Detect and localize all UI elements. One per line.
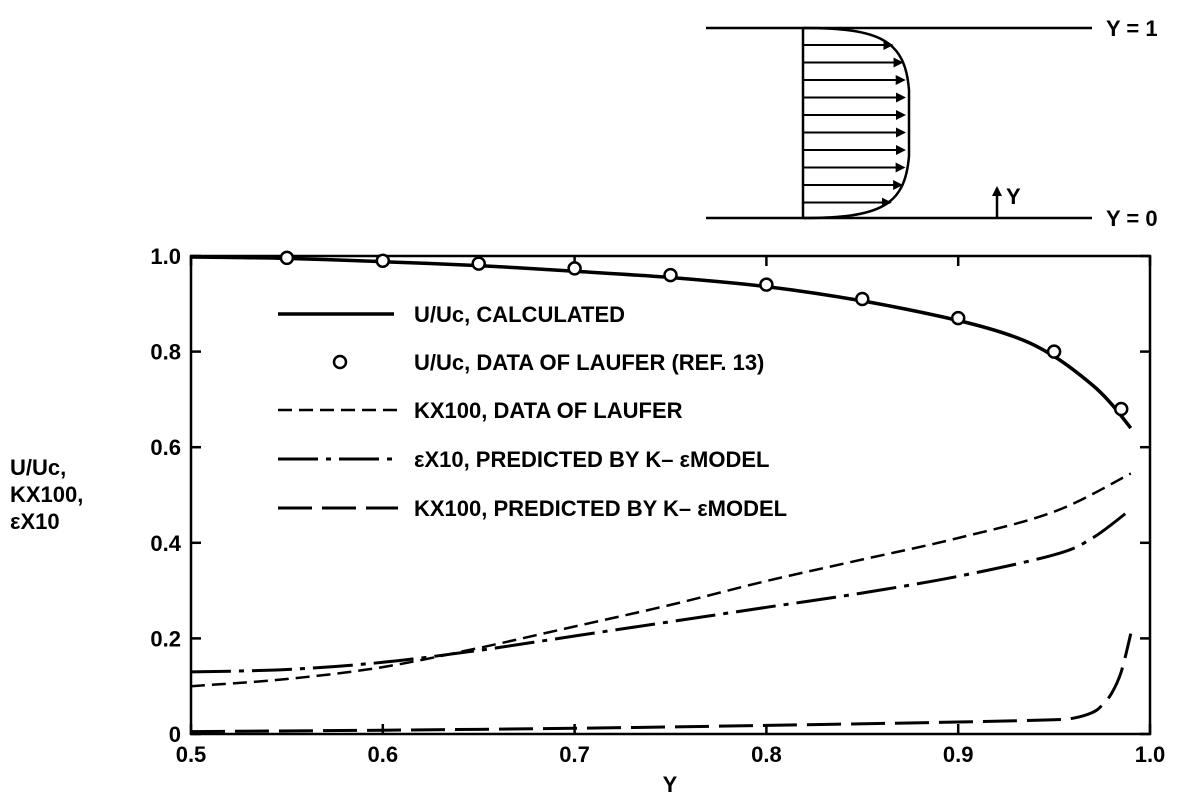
y-axis-title-line-3: εX10 — [10, 509, 60, 534]
laufer-u-data-point-0 — [279, 250, 295, 266]
laufer-u-data-point-4 — [663, 267, 678, 283]
laufer-u-data-point-1 — [375, 253, 391, 269]
schematic-y-axis-label: Y — [1006, 184, 1021, 209]
laufer-u-data-point-8 — [1046, 344, 1062, 359]
legend-label-eps-predicted: εX10, PREDICTED BY K– εMODEL — [414, 447, 769, 472]
x-tick-label-1: 0.6 — [368, 742, 399, 767]
y-tick-label-2: 0.4 — [150, 531, 181, 556]
legend-swatch-laufer-u — [332, 354, 348, 370]
x-tick-label-3: 0.8 — [751, 742, 782, 767]
y-tick-label-4: 0.8 — [150, 340, 181, 365]
laufer-u-data-point-9 — [1113, 401, 1129, 417]
laufer-u-data-point-6 — [855, 291, 870, 307]
channel-schematic: Y Y = 1 Y = 0 — [706, 16, 1158, 231]
series-layer — [190, 250, 1133, 734]
y-tick-label-5: 1.0 — [150, 244, 181, 269]
legend-label-laufer-k: KX100, DATA OF LAUFER — [414, 398, 683, 423]
series-eps-predicted — [190, 508, 1132, 674]
y-axis-title-line-1: U/Uc, — [10, 455, 66, 480]
series-k-laufer-data — [190, 472, 1132, 688]
axis-tick-labels: 0.5 0.6 0.7 0.8 0.9 1.0 0 0.2 0.4 0.6 0.8 1.0 — [150, 244, 1165, 767]
y-tick-label-0: 0 — [169, 722, 181, 747]
schematic-velocity-profile — [802, 26, 911, 220]
legend-label-laufer-u: U/Uc, DATA OF LAUFER (REF. 13) — [414, 350, 764, 375]
laufer-u-data-point-5 — [759, 277, 774, 292]
legend-label-calculated: U/Uc, CALCULATED — [414, 302, 625, 327]
plot-area-frame — [189, 254, 1152, 736]
series-u-laufer-data — [279, 250, 1129, 417]
x-tick-label-2: 0.7 — [559, 742, 590, 767]
x-axis-title: Y — [663, 772, 678, 797]
x-tick-label-0: 0.5 — [176, 742, 207, 767]
y-tick-label-1: 0.2 — [150, 626, 181, 651]
axis-ticks — [189, 254, 1152, 736]
laufer-u-data-point-3 — [567, 261, 582, 276]
series-k-predicted — [190, 633, 1133, 734]
laufer-u-data-point-7 — [950, 310, 966, 326]
y-tick-label-3: 0.6 — [150, 435, 181, 460]
legend: U/Uc, CALCULATED U/Uc, DATA OF LAUFER (R… — [278, 302, 787, 521]
y-axis-title-line-2: KX100, — [10, 482, 83, 507]
legend-label-k-predicted: KX100, PREDICTED BY K– εMODEL — [414, 496, 787, 521]
schematic-top-label: Y = 1 — [1106, 16, 1158, 41]
x-tick-label-4: 0.9 — [943, 742, 974, 767]
x-tick-label-5: 1.0 — [1135, 742, 1166, 767]
laufer-u-data-point-2 — [471, 256, 486, 271]
schematic-bottom-label: Y = 0 — [1106, 206, 1158, 231]
schematic-velocity-arrows — [803, 40, 906, 208]
